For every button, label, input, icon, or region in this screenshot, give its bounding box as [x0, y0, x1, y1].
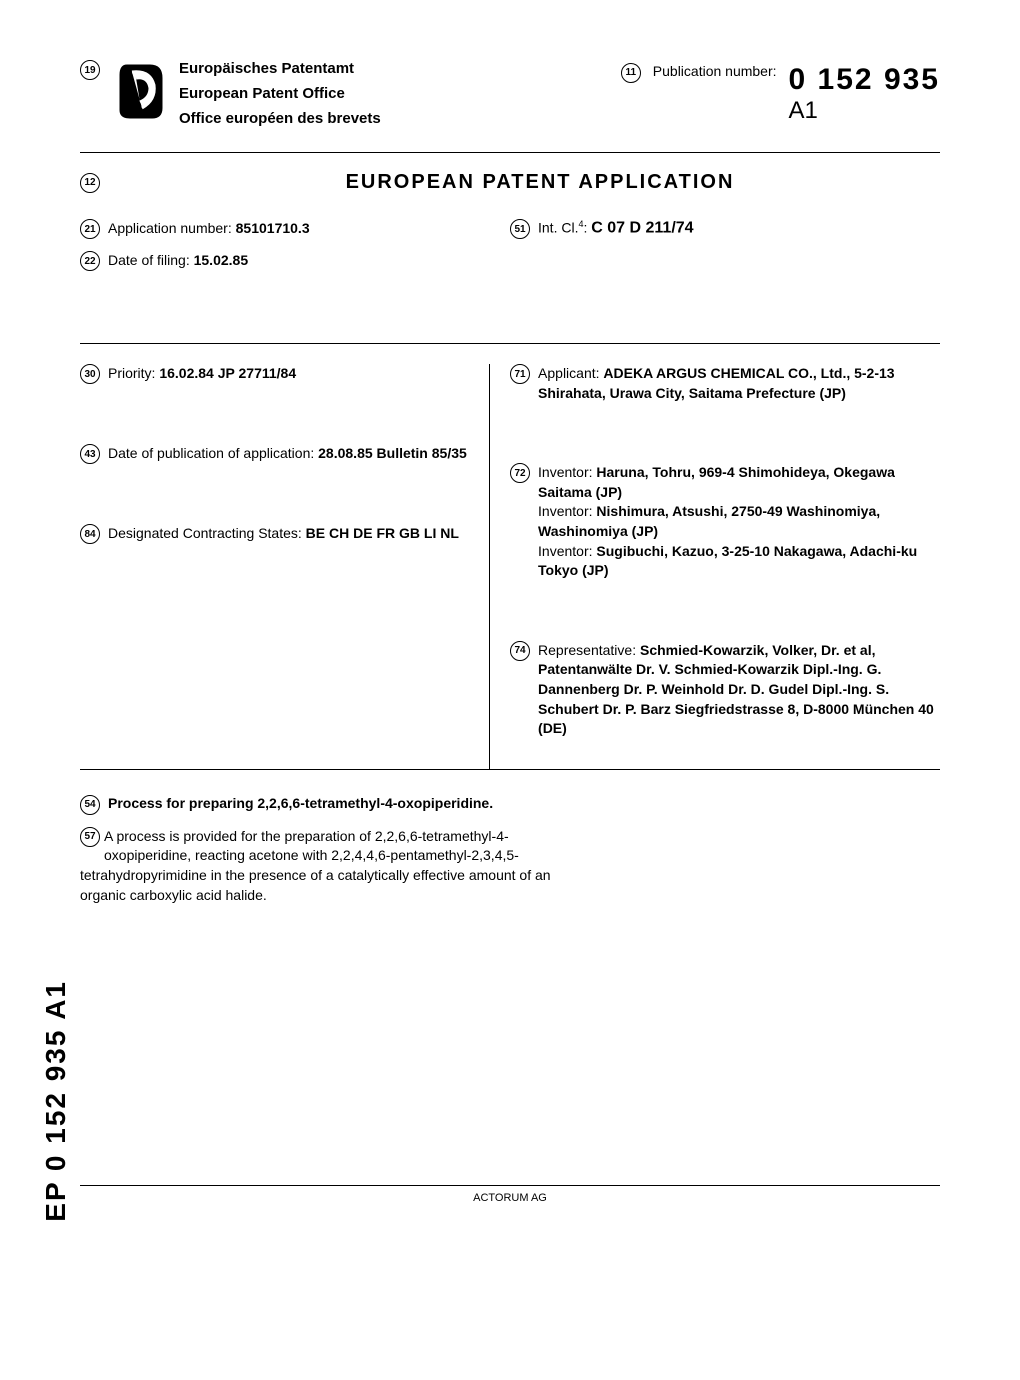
states-block: 84 Designated Contracting States: BE CH … [80, 524, 469, 544]
inid-code-57: 57 [80, 827, 100, 847]
header-right: 11 Publication number: 0 152 935 A1 [621, 63, 940, 125]
representative-block: 74 Representative: Schmied-Kowarzik, Vol… [510, 641, 940, 739]
inid-code-12: 12 [80, 173, 100, 193]
epo-logo-icon [112, 60, 167, 120]
pubdate-block: 43 Date of publication of application: 2… [80, 444, 469, 464]
inid-code-51: 51 [510, 219, 530, 239]
office-name-en: European Patent Office [179, 85, 381, 102]
top-left-col: 21 Application number: 85101710.3 22 Dat… [80, 219, 510, 283]
priority-block: 30 Priority: 16.02.84 JP 27711/84 [80, 364, 469, 384]
inid-code-74: 74 [510, 641, 530, 661]
filing-date: Date of filing: 15.02.85 [108, 251, 248, 271]
abstract-body: 57 A process is provided for the prepara… [80, 827, 560, 905]
document-header: 19 Europäisches Patentamt European Paten… [80, 60, 940, 127]
right-column: 71 Applicant: ADEKA ARGUS CHEMICAL CO., … [489, 364, 940, 769]
applicant: Applicant: ADEKA ARGUS CHEMICAL CO., Ltd… [538, 364, 940, 403]
abstract-title-row: 54 Process for preparing 2,2,6,6-tetrame… [80, 795, 940, 815]
divider [80, 152, 940, 153]
application-number-row: 21 Application number: 85101710.3 [80, 219, 510, 239]
inid-code-30: 30 [80, 364, 100, 384]
abstract-title: Process for preparing 2,2,6,6-tetramethy… [108, 795, 493, 811]
inid-code-19: 19 [80, 60, 100, 80]
bottom-divider [80, 1185, 940, 1186]
inventor-block: 72 Inventor: Haruna, Tohru, 969-4 Shimoh… [510, 463, 940, 581]
publication-number-label: Publication number: [653, 63, 777, 79]
office-name-fr: Office européen des brevets [179, 110, 381, 127]
inid-code-21: 21 [80, 219, 100, 239]
publication-number-block: 0 152 935 A1 [789, 63, 940, 125]
title-row: 12 EUROPEAN PATENT APPLICATION [80, 171, 940, 194]
vertical-document-id: EP 0 152 935 A1 [40, 980, 72, 1222]
abstract-text: A process is provided for the preparatio… [80, 828, 551, 903]
int-cl: Int. Cl.4: C 07 D 211/74 [538, 219, 694, 238]
priority: Priority: 16.02.84 JP 27711/84 [108, 364, 296, 384]
representative: Representative: Schmied-Kowarzik, Volker… [538, 641, 940, 739]
inid-code-84: 84 [80, 524, 100, 544]
int-cl-row: 51 Int. Cl.4: C 07 D 211/74 [510, 219, 940, 239]
left-column: 30 Priority: 16.02.84 JP 27711/84 43 Dat… [80, 364, 489, 769]
designated-states: Designated Contracting States: BE CH DE … [108, 524, 459, 544]
inid-code-71: 71 [510, 364, 530, 384]
office-name-de: Europäisches Patentamt [179, 60, 381, 77]
inid-code-72: 72 [510, 463, 530, 483]
inid-code-11: 11 [621, 63, 641, 83]
applicant-block: 71 Applicant: ADEKA ARGUS CHEMICAL CO., … [510, 364, 940, 403]
office-names: Europäisches Patentamt European Patent O… [179, 60, 381, 127]
filing-date-row: 22 Date of filing: 15.02.85 [80, 251, 510, 271]
thin-divider-top [80, 343, 940, 344]
main-biblio: 30 Priority: 16.02.84 JP 27711/84 43 Dat… [80, 364, 940, 769]
footer-text: ACTORUM AG [80, 1192, 940, 1204]
thin-divider-bottom [80, 769, 940, 770]
inventors: Inventor: Haruna, Tohru, 969-4 Shimohide… [538, 463, 940, 581]
header-left: 19 Europäisches Patentamt European Paten… [80, 60, 381, 127]
inid-code-22: 22 [80, 251, 100, 271]
application-number: Application number: 85101710.3 [108, 219, 310, 239]
document-title: EUROPEAN PATENT APPLICATION [140, 171, 940, 194]
publication-number: 0 152 935 [789, 63, 940, 97]
publication-suffix: A1 [789, 97, 940, 125]
top-biblio: 21 Application number: 85101710.3 22 Dat… [80, 219, 940, 283]
inid-code-54: 54 [80, 795, 100, 815]
top-right-col: 51 Int. Cl.4: C 07 D 211/74 [510, 219, 940, 283]
inid-code-43: 43 [80, 444, 100, 464]
publication-date: Date of publication of application: 28.0… [108, 444, 467, 464]
